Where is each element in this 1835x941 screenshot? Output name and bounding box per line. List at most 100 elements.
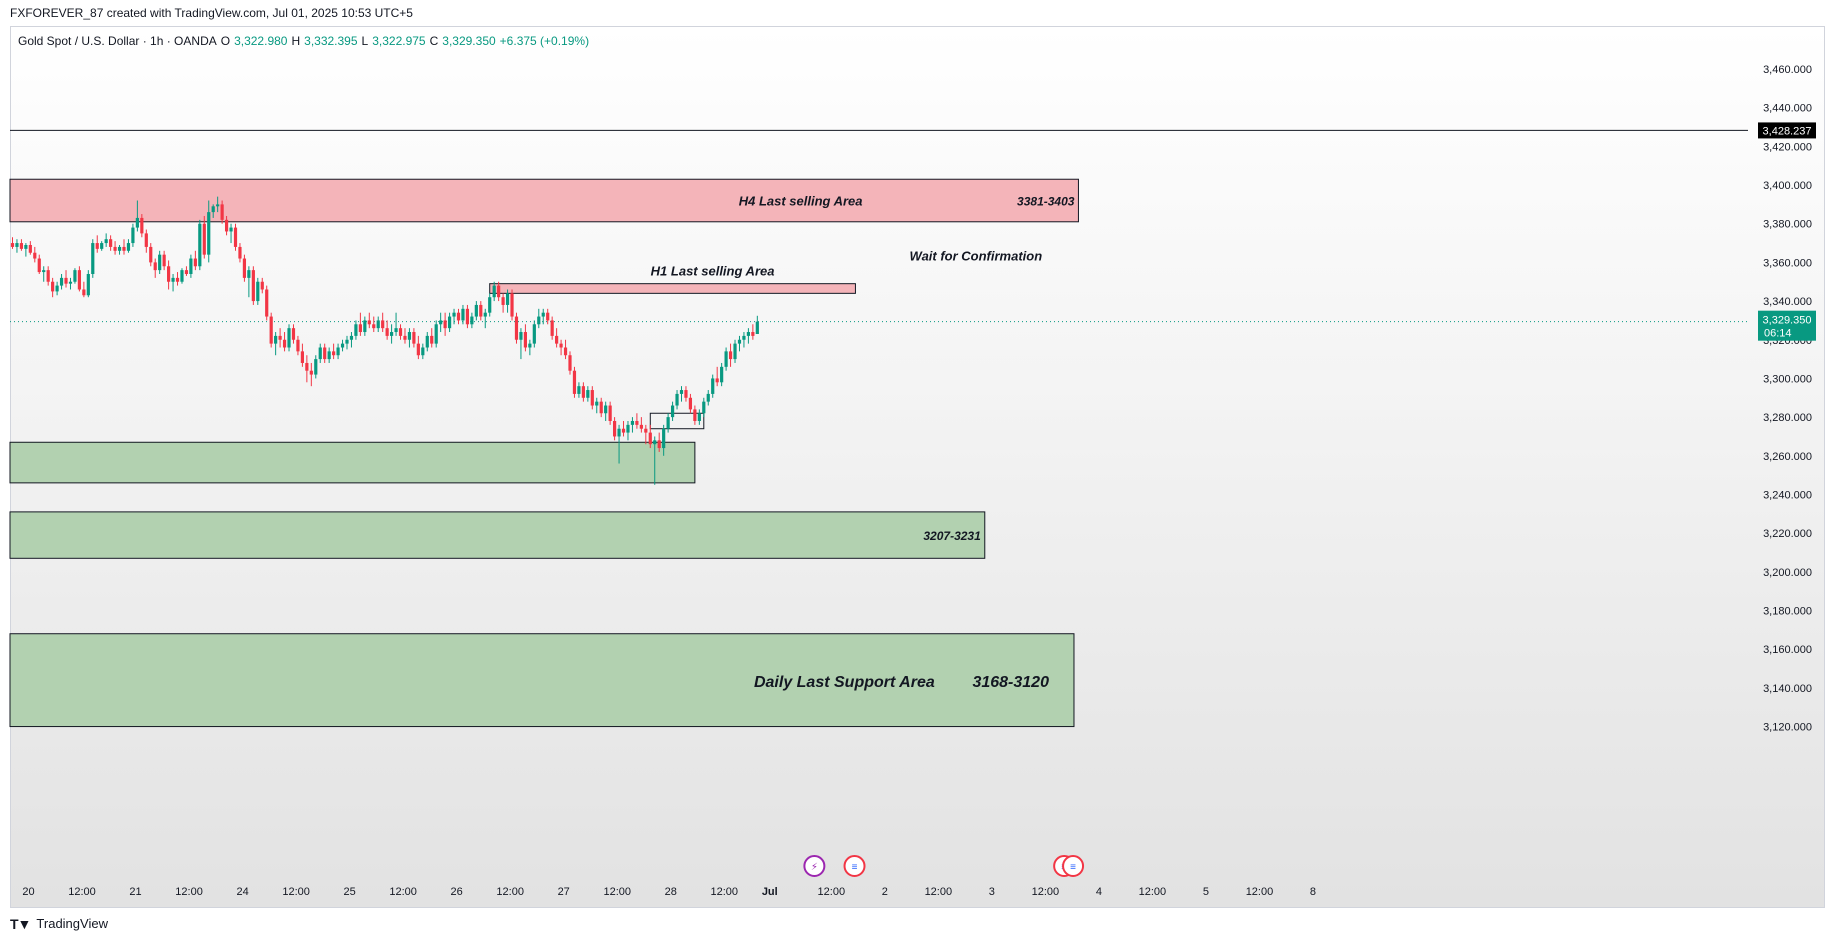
- candle-body: [439, 320, 443, 325]
- candle-body: [586, 390, 590, 398]
- buy-zone-4[interactable]: [9, 633, 1075, 728]
- candle-body: [251, 270, 255, 302]
- us-flag-event-icon[interactable]: ≡: [1062, 855, 1085, 877]
- candle-body: [590, 390, 594, 406]
- candle-body: [497, 285, 501, 298]
- buy-zone-3[interactable]: [9, 511, 986, 559]
- chart-attribution: FXFOREVER_87 created with TradingView.co…: [0, 0, 1835, 26]
- candle-body: [180, 270, 184, 282]
- candle-body: [514, 316, 519, 340]
- x-tick-label: 12:00: [175, 886, 203, 898]
- bar-countdown: 06:14: [1764, 328, 1792, 340]
- candle-body: [613, 420, 617, 437]
- y-tick-label: 3,180.000: [1763, 606, 1812, 618]
- candle-body: [398, 328, 403, 336]
- last-price-tag: [1758, 310, 1816, 341]
- candle-body: [385, 328, 389, 336]
- candle-body: [256, 281, 260, 302]
- candle-body: [416, 343, 420, 356]
- candle-body: [309, 370, 313, 375]
- consolidation-box[interactable]: [649, 412, 705, 430]
- candle-body: [733, 343, 737, 360]
- candle-body: [666, 417, 670, 429]
- buy-zone-2[interactable]: [9, 441, 696, 484]
- candle-body: [684, 390, 688, 398]
- x-tick-label: 12:00: [710, 886, 738, 898]
- candle-body: [77, 270, 81, 290]
- candle-body: [15, 243, 19, 247]
- level-price-tag: [1758, 122, 1816, 139]
- candle-body: [430, 335, 434, 344]
- candle-body: [617, 428, 621, 437]
- x-tick-label: 12:00: [1032, 886, 1060, 898]
- candle-body: [42, 270, 46, 273]
- legend-open-value: 3,322.980: [234, 34, 288, 48]
- zone-range-0: 3381-3403: [1017, 195, 1075, 209]
- candle-body: [149, 246, 153, 263]
- y-tick-label: 3,300.000: [1763, 373, 1812, 385]
- candle-body: [412, 332, 416, 344]
- candle-body: [653, 440, 657, 445]
- candle-body: [568, 355, 572, 371]
- candle-body: [19, 243, 24, 249]
- candle-body: [282, 339, 287, 348]
- y-tick-label: 3,120.000: [1763, 722, 1812, 734]
- x-tick-label: 12:00: [389, 886, 417, 898]
- x-tick-label: 27: [558, 886, 570, 898]
- legend-high-label: H: [291, 34, 301, 48]
- candle-body: [117, 246, 122, 251]
- candle-body: [662, 428, 666, 449]
- candle-body: [140, 217, 144, 234]
- candle-body: [581, 386, 585, 398]
- sell-zone-1[interactable]: [489, 283, 856, 294]
- legend-open-label: O: [220, 34, 231, 48]
- flash-event-icon-glyph: ⚡: [811, 862, 818, 873]
- flash-event-icon[interactable]: ⚡: [803, 855, 826, 877]
- candle-body: [287, 328, 291, 348]
- candle-body: [532, 324, 536, 344]
- candle-body: [55, 285, 59, 292]
- candle-body: [332, 351, 336, 356]
- candle-body: [216, 204, 220, 207]
- candle-body: [635, 420, 639, 425]
- candle-body: [728, 351, 733, 360]
- zone-range-4: 3168-3120: [972, 674, 1049, 691]
- candle-body: [345, 339, 349, 344]
- candle-body: [86, 274, 90, 296]
- candle-body: [711, 378, 715, 394]
- footer-brand[interactable]: TradingView: [36, 916, 108, 931]
- candle-body: [483, 312, 487, 317]
- candle-body: [202, 223, 206, 255]
- legend-close-value: 3,329.350: [442, 34, 496, 48]
- tradingview-logo-icon[interactable]: T▼: [10, 916, 31, 932]
- y-tick-label: 3,260.000: [1763, 451, 1812, 463]
- candle-body: [751, 332, 755, 336]
- legend-change: +6.375 (+0.19%): [499, 34, 590, 48]
- sell-zone-0[interactable]: [9, 178, 1079, 223]
- y-tick-label: 3,220.000: [1763, 528, 1812, 540]
- x-tick-label: 12:00: [818, 886, 846, 898]
- candle-body: [755, 321, 759, 334]
- candle-body: [363, 320, 367, 333]
- symbol-name[interactable]: Gold Spot / U.S. Dollar · 1h · OANDA: [18, 34, 217, 48]
- candle-body: [207, 212, 211, 255]
- x-tick-label: Jul: [762, 886, 778, 898]
- candle-body: [189, 258, 193, 275]
- last-price-label: 3,329.350: [1763, 315, 1812, 327]
- candle-body: [158, 254, 162, 271]
- candle-body: [265, 289, 269, 317]
- candle-body: [162, 254, 166, 267]
- candle-body: [113, 246, 117, 251]
- candle-body: [555, 335, 559, 344]
- us-flag-event-icon[interactable]: ≡: [843, 855, 866, 877]
- candle-body: [465, 308, 470, 325]
- candle-body: [211, 206, 215, 213]
- y-tick-label: 3,200.000: [1763, 567, 1812, 579]
- annotation-0: Wait for Confirmation: [910, 248, 1043, 263]
- candle-body: [367, 320, 371, 325]
- candle-body: [131, 227, 135, 244]
- candle-body: [541, 312, 545, 317]
- x-tick-label: 26: [451, 886, 463, 898]
- candle-body: [372, 324, 376, 329]
